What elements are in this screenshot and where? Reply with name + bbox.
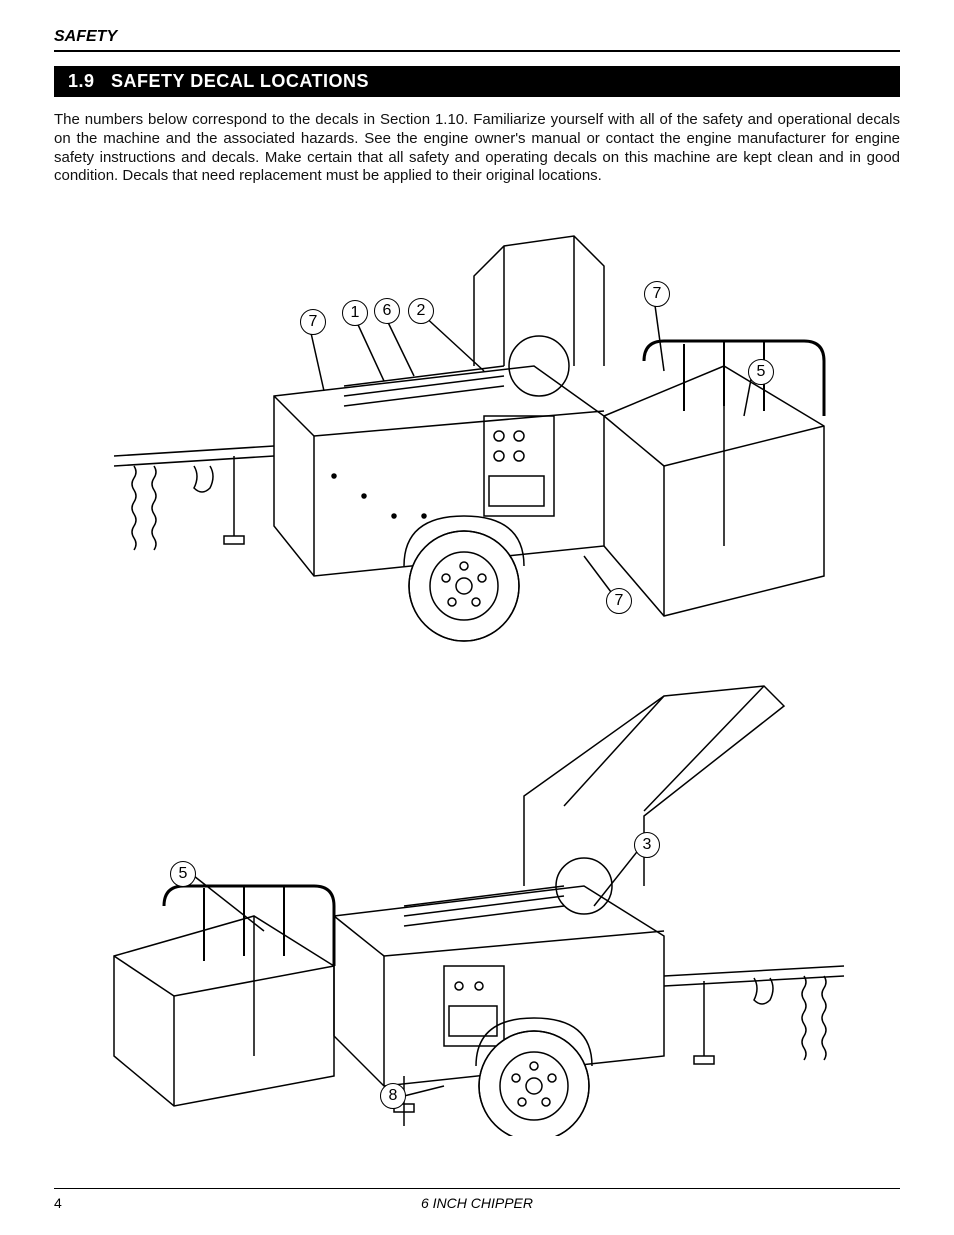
chipper-view-1 [104,216,864,656]
callout-5b: 5 [170,861,196,887]
section-heading-bar: 1.9 SAFETY DECAL LOCATIONS [54,66,900,97]
callout-7b: 7 [644,281,670,307]
body-paragraph: The numbers below correspond to the deca… [54,111,900,186]
footer-page-number: 4 [54,1195,94,1211]
chipper-view-2 [104,656,864,1136]
callout-1: 1 [342,300,368,326]
callout-3: 3 [634,832,660,858]
callout-7a: 7 [300,309,326,335]
footer-spacer [860,1195,900,1211]
header-section-label: SAFETY [54,28,900,52]
page-footer: 4 6 INCH CHIPPER [54,1188,900,1211]
callout-8: 8 [380,1083,406,1109]
section-number: 1.9 [68,71,95,91]
callout-5a: 5 [748,359,774,385]
callout-6: 6 [374,298,400,324]
diagram-area: 7 1 6 2 7 5 7 5 3 8 [54,196,900,1136]
footer-doc-title: 6 INCH CHIPPER [94,1195,860,1211]
section-title: SAFETY DECAL LOCATIONS [111,71,369,91]
callout-2: 2 [408,298,434,324]
callout-7c: 7 [606,588,632,614]
